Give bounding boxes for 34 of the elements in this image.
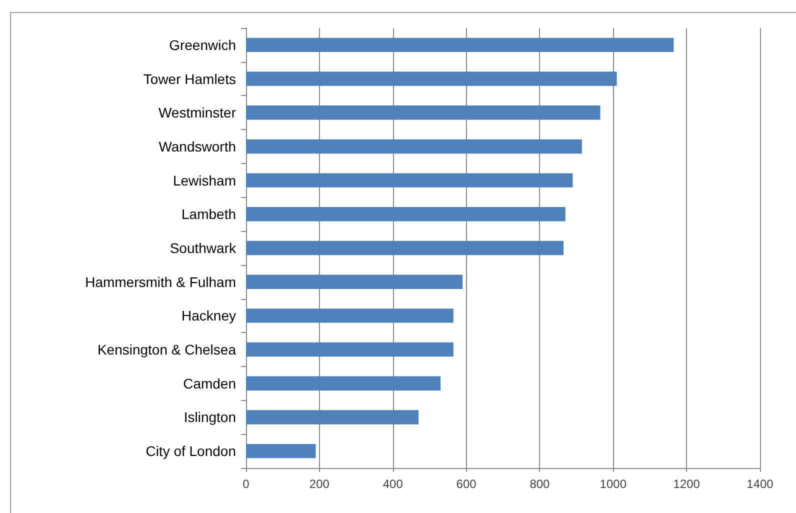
bar <box>246 376 441 390</box>
y-tick-label: Lewisham <box>172 172 236 188</box>
bar <box>246 410 419 424</box>
x-tick-label: 1200 <box>673 477 700 491</box>
y-tick-label: Tower Hamlets <box>143 70 236 87</box>
y-tick-label: Greenwich <box>169 36 236 53</box>
bar <box>246 240 564 256</box>
y-tick-label: Lambeth <box>182 206 236 222</box>
bar <box>246 139 582 154</box>
x-tick-label: 400 <box>382 477 404 491</box>
bar <box>246 72 617 86</box>
bar <box>246 308 454 323</box>
x-tick-label: 0 <box>242 477 250 491</box>
x-tick-label: 600 <box>456 477 477 491</box>
y-tick-label: Westminster <box>158 104 236 121</box>
y-tick-label: Islington <box>184 409 236 426</box>
bar <box>246 38 674 52</box>
bar <box>246 342 454 357</box>
y-tick-label: Hackney <box>182 308 236 324</box>
x-tick-label: 1000 <box>600 477 627 491</box>
x-tick-label: 200 <box>309 477 330 491</box>
bar <box>246 173 573 188</box>
bar <box>246 207 566 222</box>
bar <box>246 106 600 120</box>
y-tick-label: Hammersmith & Fulham <box>85 274 236 290</box>
y-tick-label: Camden <box>183 375 236 392</box>
x-tick-label: 1400 <box>746 477 774 491</box>
y-tick-label: Kensington & Chelsea <box>97 342 236 358</box>
bar <box>246 274 463 289</box>
y-tick-label: City of London <box>146 443 236 460</box>
bar <box>246 444 316 458</box>
x-tick-label: 800 <box>530 477 550 491</box>
y-tick-label: Southwark <box>170 240 237 256</box>
y-tick-label: Wandsworth <box>158 138 236 154</box>
